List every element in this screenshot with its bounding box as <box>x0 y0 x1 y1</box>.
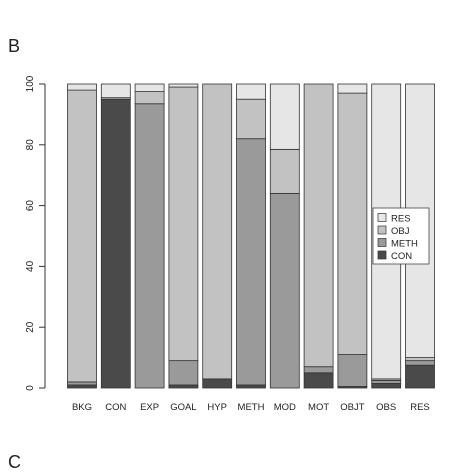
bar-goal-obj <box>168 86 199 362</box>
bar-meth-meth <box>236 138 266 386</box>
x-tick-label-con: CON <box>105 402 126 413</box>
y-tick-label-0: 0 <box>25 385 36 391</box>
legend-swatch-meth <box>377 238 387 247</box>
bar-objt-meth <box>337 354 368 387</box>
bar-res-obj <box>405 357 435 362</box>
y-axis: 0 20 40 60 80 100 <box>25 75 46 391</box>
bar-goal-res <box>168 83 199 88</box>
bar-bkg-meth <box>67 381 97 386</box>
panel-letter-b: B <box>8 36 21 56</box>
legend-label-obj: OBJ <box>391 226 410 237</box>
legend-swatch-obj <box>377 225 387 235</box>
x-tick-label-bkg: BKG <box>72 402 92 413</box>
x-tick-label-exp: EXP <box>140 402 159 413</box>
x-axis-labels: BKG CON EXP GOAL HYP METH MOD MOT OBJT OBS RES <box>72 402 430 413</box>
bar-mot-meth <box>303 366 334 374</box>
bar-exp-obj <box>134 91 165 105</box>
bar-goal-con <box>168 384 199 389</box>
bar-mot-con <box>303 372 334 389</box>
bar-exp-res <box>134 83 165 92</box>
bar-mod-meth <box>269 193 300 389</box>
legend-label-meth: METH <box>391 239 418 250</box>
bar-meth-res <box>236 83 266 100</box>
bar-con-res <box>100 83 131 99</box>
bar-objt-obj <box>337 92 368 355</box>
bar-res-con <box>405 364 435 389</box>
legend-label-con: CON <box>391 251 412 262</box>
legend-label-res: RES <box>391 214 411 225</box>
bar-objt-res <box>337 83 368 94</box>
bar-bkg-obj <box>67 89 97 383</box>
bar-obs-meth <box>371 379 402 384</box>
y-tick-label-60: 60 <box>25 200 36 212</box>
y-tick-label-100: 100 <box>25 75 36 92</box>
y-tick-label-80: 80 <box>25 139 36 151</box>
x-tick-label-objt: OBJT <box>340 402 364 413</box>
bar-meth-obj <box>236 98 266 140</box>
x-tick-label-hyp: HYP <box>207 402 227 413</box>
bar-obs-con <box>371 383 402 389</box>
bar-res-meth <box>405 360 435 366</box>
bar-goal-meth <box>168 360 199 386</box>
panel-letter-c: C <box>8 452 21 472</box>
x-tick-label-mod: MOD <box>274 402 296 413</box>
x-tick-label-obs: OBS <box>376 402 396 413</box>
bar-hyp-con <box>202 378 233 389</box>
bar-exp-meth <box>134 103 165 389</box>
bar-mod-res <box>269 83 300 150</box>
x-tick-label-res: RES <box>410 402 430 413</box>
bar-mot-obj <box>303 83 334 368</box>
y-tick-label-40: 40 <box>25 260 36 272</box>
x-tick-label-mot: MOT <box>308 402 329 413</box>
bar-bkg-res <box>67 83 97 91</box>
legend-swatch-res <box>377 213 387 222</box>
bar-bkg-con <box>67 384 97 389</box>
bar-hyp-obj <box>202 83 233 380</box>
y-tick-label-20: 20 <box>25 321 36 333</box>
legend-swatch-con <box>377 250 387 260</box>
bar-con-con <box>100 98 131 389</box>
bar-mod-obj <box>269 148 300 194</box>
x-tick-label-meth: METH <box>238 402 265 413</box>
bar-meth-con <box>236 384 266 389</box>
x-tick-label-goal: GOAL <box>170 402 196 413</box>
